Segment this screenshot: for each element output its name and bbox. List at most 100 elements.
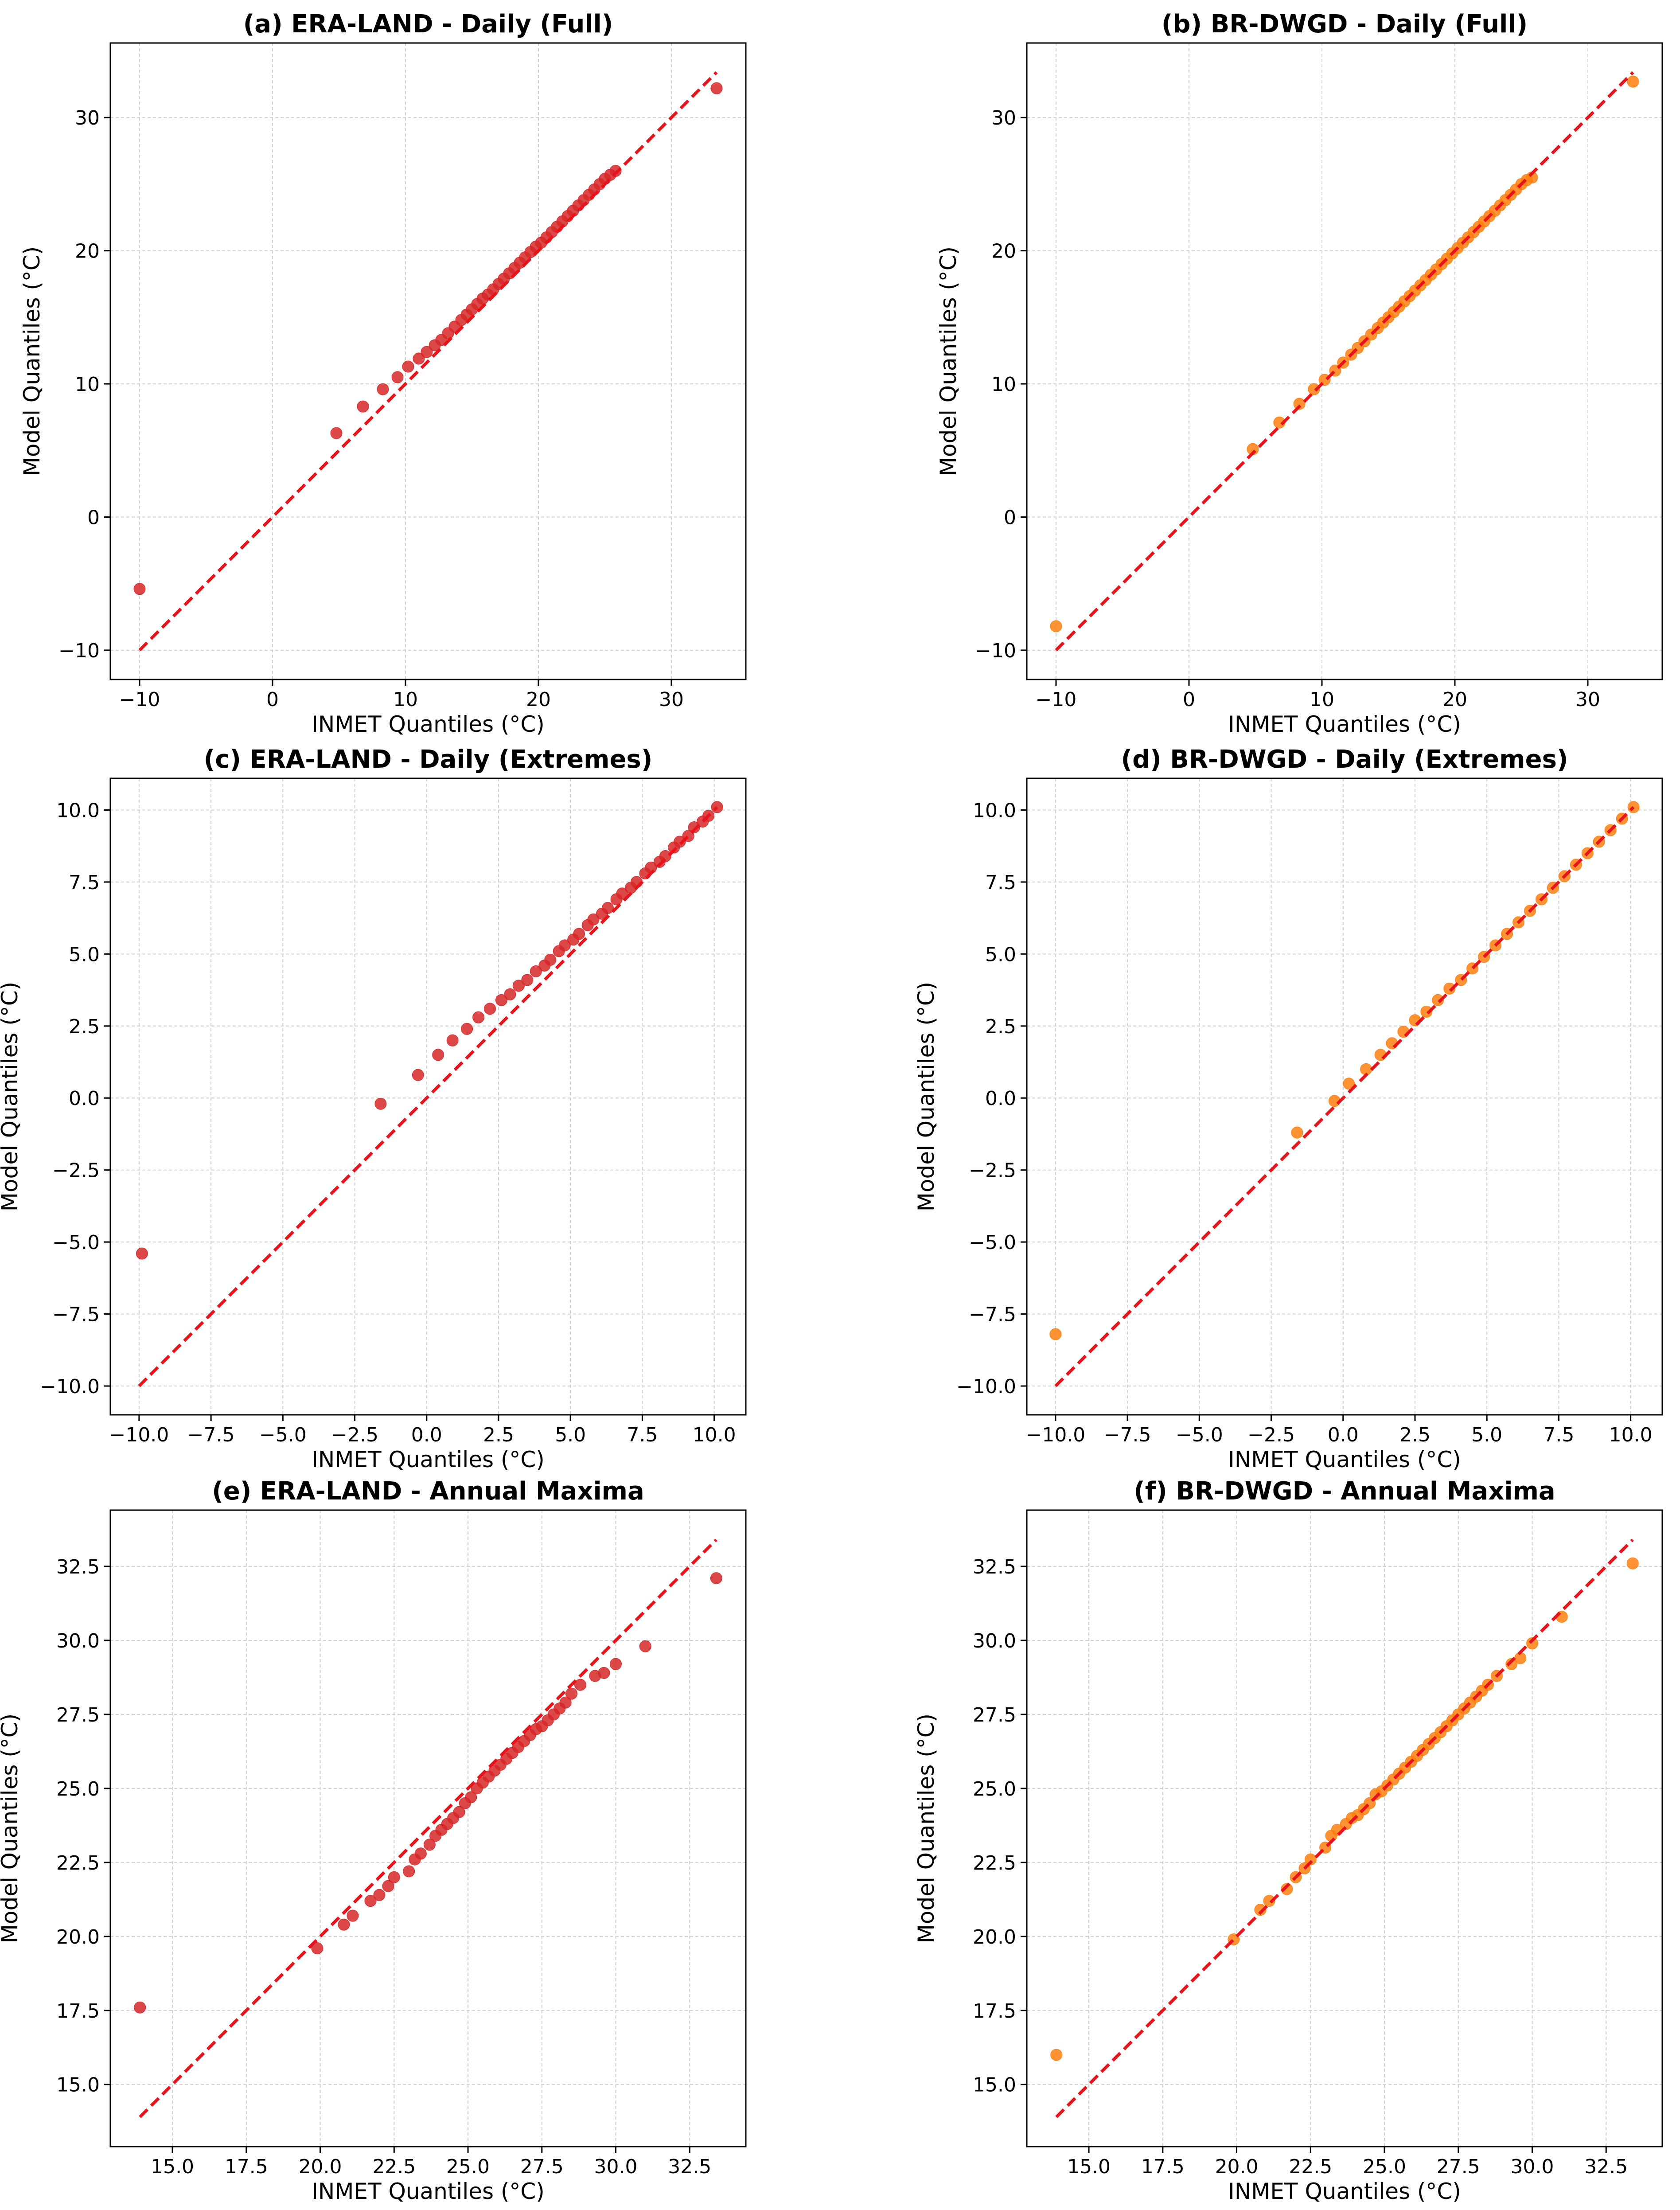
x-axis-label: INMET Quantiles (°C)	[312, 1447, 545, 1472]
x-tick-label: 20	[526, 688, 551, 711]
data-point	[465, 1791, 477, 1804]
x-tick-label: 27.5	[520, 2155, 564, 2178]
data-point	[1505, 1658, 1518, 1670]
data-point	[688, 821, 700, 833]
data-point	[1308, 383, 1320, 395]
data-point	[391, 371, 404, 383]
data-point	[1304, 1853, 1317, 1866]
y-tick-label: 32.5	[56, 1556, 100, 1578]
panel-title: (c) ERA-LAND - Daily (Extremes)	[204, 745, 653, 774]
data-point	[521, 974, 534, 986]
x-tick-label: 15.0	[1067, 2155, 1111, 2178]
data-point	[484, 1003, 496, 1015]
x-tick-label: −10.0	[1025, 1424, 1085, 1446]
data-point	[414, 1847, 427, 1860]
data-point	[710, 1572, 722, 1585]
x-tick-label: 17.5	[225, 2155, 268, 2178]
x-tick-label: −10	[1036, 688, 1077, 711]
x-tick-label: 15.0	[151, 2155, 194, 2178]
x-tick-label: −5.0	[1176, 1424, 1223, 1446]
panel-d: −10.0 −7.5 −5.0 −2.5 0.0 2.5 5.0 7.5 10.0 −10.0 −7…	[913, 745, 1663, 1472]
y-axis-label: Model Quantiles (°C)	[0, 1714, 23, 1943]
y-tick-label: −5.0	[52, 1231, 100, 1254]
reference-line	[1055, 1538, 1634, 2118]
data-point	[1420, 1005, 1433, 1018]
data-point	[338, 1918, 350, 1931]
x-axis-label: INMET Quantiles (°C)	[312, 2179, 545, 2204]
data-point	[311, 1942, 324, 1955]
x-axis-label: INMET Quantiles (°C)	[1228, 711, 1461, 737]
y-tick-label: 32.5	[973, 1556, 1016, 1578]
panel-title: (b) BR-DWGD - Daily (Full)	[1162, 10, 1528, 39]
x-tick-label: 30	[659, 688, 684, 711]
y-tick-label: 17.5	[973, 2000, 1016, 2023]
y-tick-label: 2.5	[69, 1015, 100, 1038]
x-tick-label: 20	[1442, 688, 1467, 711]
data-point	[1291, 1126, 1303, 1139]
y-tick-label: −7.5	[52, 1304, 100, 1326]
y-tick-label: 10	[991, 373, 1016, 396]
data-point	[587, 913, 600, 925]
x-tick-label: 0	[266, 688, 279, 711]
y-tick-label: 2.5	[985, 1015, 1016, 1038]
x-tick-label: 30	[1575, 688, 1600, 711]
data-point	[136, 1247, 148, 1260]
x-tick-label: 7.5	[627, 1424, 658, 1446]
y-axis-label: Model Quantiles (°C)	[913, 982, 939, 1211]
data-point	[446, 1034, 459, 1046]
data-point	[558, 939, 571, 952]
data-point	[413, 352, 425, 365]
panel-title: (f) BR-DWGD - Annual Maxima	[1134, 1477, 1555, 1506]
data-point	[504, 988, 516, 1000]
y-tick-label: 22.5	[56, 1852, 100, 1874]
reference-line	[139, 1538, 717, 2118]
x-tick-label: 30.0	[594, 2155, 638, 2178]
data-point	[1263, 1895, 1275, 1907]
y-tick-label: 0	[1004, 506, 1016, 529]
panel-c: −10.0 −7.5 −5.0 −2.5 0.0 2.5 5.0 7.5 10.0 −10.0 −7…	[0, 745, 747, 1472]
x-tick-label: 27.5	[1437, 2155, 1480, 2178]
panel-title: (a) ERA-LAND - Daily (Full)	[243, 10, 613, 39]
y-tick-label: −10	[58, 640, 100, 662]
data-point	[461, 1023, 473, 1035]
x-tick-label: 30.0	[1511, 2155, 1554, 2178]
x-tick-label: −2.5	[331, 1424, 378, 1446]
x-tick-label: 32.5	[668, 2155, 711, 2178]
y-tick-label: 20.0	[56, 1926, 100, 1948]
data-point	[453, 1806, 465, 1818]
y-tick-label: −10.0	[40, 1375, 100, 1398]
plot-frame	[109, 1509, 747, 2148]
x-tick-label: 2.5	[1399, 1424, 1431, 1446]
data-point	[403, 1865, 415, 1878]
panel-title: (d) BR-DWGD - Daily (Extremes)	[1121, 745, 1568, 774]
y-tick-label: 30	[991, 107, 1016, 129]
data-point	[373, 1889, 386, 1901]
data-point	[602, 902, 614, 914]
y-tick-label: 20	[75, 240, 100, 263]
y-tick-label: 27.5	[56, 1704, 100, 1726]
x-axis-label: INMET Quantiles (°C)	[312, 711, 545, 737]
data-point	[674, 836, 686, 848]
data-point	[1432, 994, 1444, 1006]
plot-frame	[109, 42, 747, 680]
data-point	[573, 928, 585, 940]
x-tick-label: −7.5	[1104, 1424, 1151, 1446]
y-tick-label: 5.0	[985, 943, 1016, 966]
panel-b: −10 0 10 20 30 −10 0 10 20 30 (b) BR-DWGD - Daily …	[935, 10, 1663, 737]
x-axis-label: INMET Quantiles (°C)	[1228, 1447, 1461, 1472]
x-axis-label: INMET Quantiles (°C)	[1228, 2179, 1461, 2204]
data-point	[710, 82, 723, 94]
y-tick-label: 30	[75, 107, 100, 129]
data-point	[1626, 1557, 1639, 1570]
y-tick-label: 7.5	[69, 871, 100, 894]
data-point	[616, 887, 628, 900]
y-tick-label: 10	[75, 373, 100, 396]
data-point	[544, 953, 557, 966]
x-tick-label: 0	[1183, 688, 1195, 711]
data-point	[472, 1011, 485, 1023]
x-tick-label: 22.5	[372, 2155, 416, 2178]
y-tick-label: −10	[975, 640, 1016, 662]
panel-f: 15.0 17.5 20.0 22.5 25.0 27.5 30.0 32.5 15.0 17.5…	[913, 1477, 1663, 2204]
y-tick-label: 7.5	[985, 871, 1016, 894]
plot-frame	[109, 777, 747, 1416]
